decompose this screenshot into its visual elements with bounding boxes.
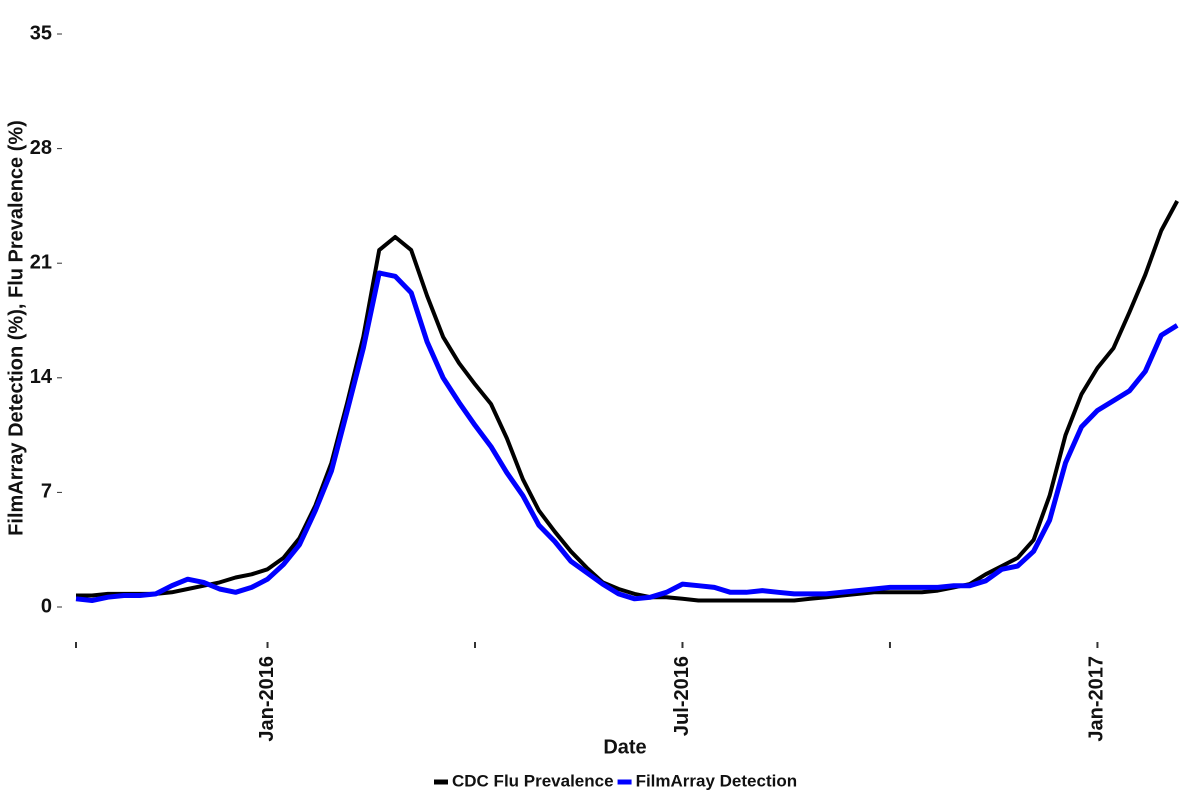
y-tick-label: 35 (30, 22, 52, 44)
x-tick-label: Jul-2016 (671, 656, 693, 736)
y-tick-label: 14 (30, 366, 53, 388)
x-axis-title: Date (603, 736, 646, 758)
legend-label: FilmArray Detection (636, 771, 798, 790)
x-tick-label: Jan-2016 (256, 656, 278, 742)
legend: CDC Flu Prevalence FilmArray Detection (434, 771, 797, 790)
y-tick-label: 28 (30, 137, 52, 159)
y-tick-label: 0 (41, 595, 52, 617)
y-tick-label: 21 (30, 251, 52, 273)
y-axis-title: FilmArray Detection (%), Flu Prevalence … (5, 120, 27, 536)
legend-label: CDC Flu Prevalence (452, 771, 614, 790)
x-tick-label: Jan-2017 (1086, 656, 1108, 742)
series-line (75, 270, 1179, 603)
series-line (76, 200, 1179, 603)
y-tick-label: 7 (41, 481, 52, 503)
